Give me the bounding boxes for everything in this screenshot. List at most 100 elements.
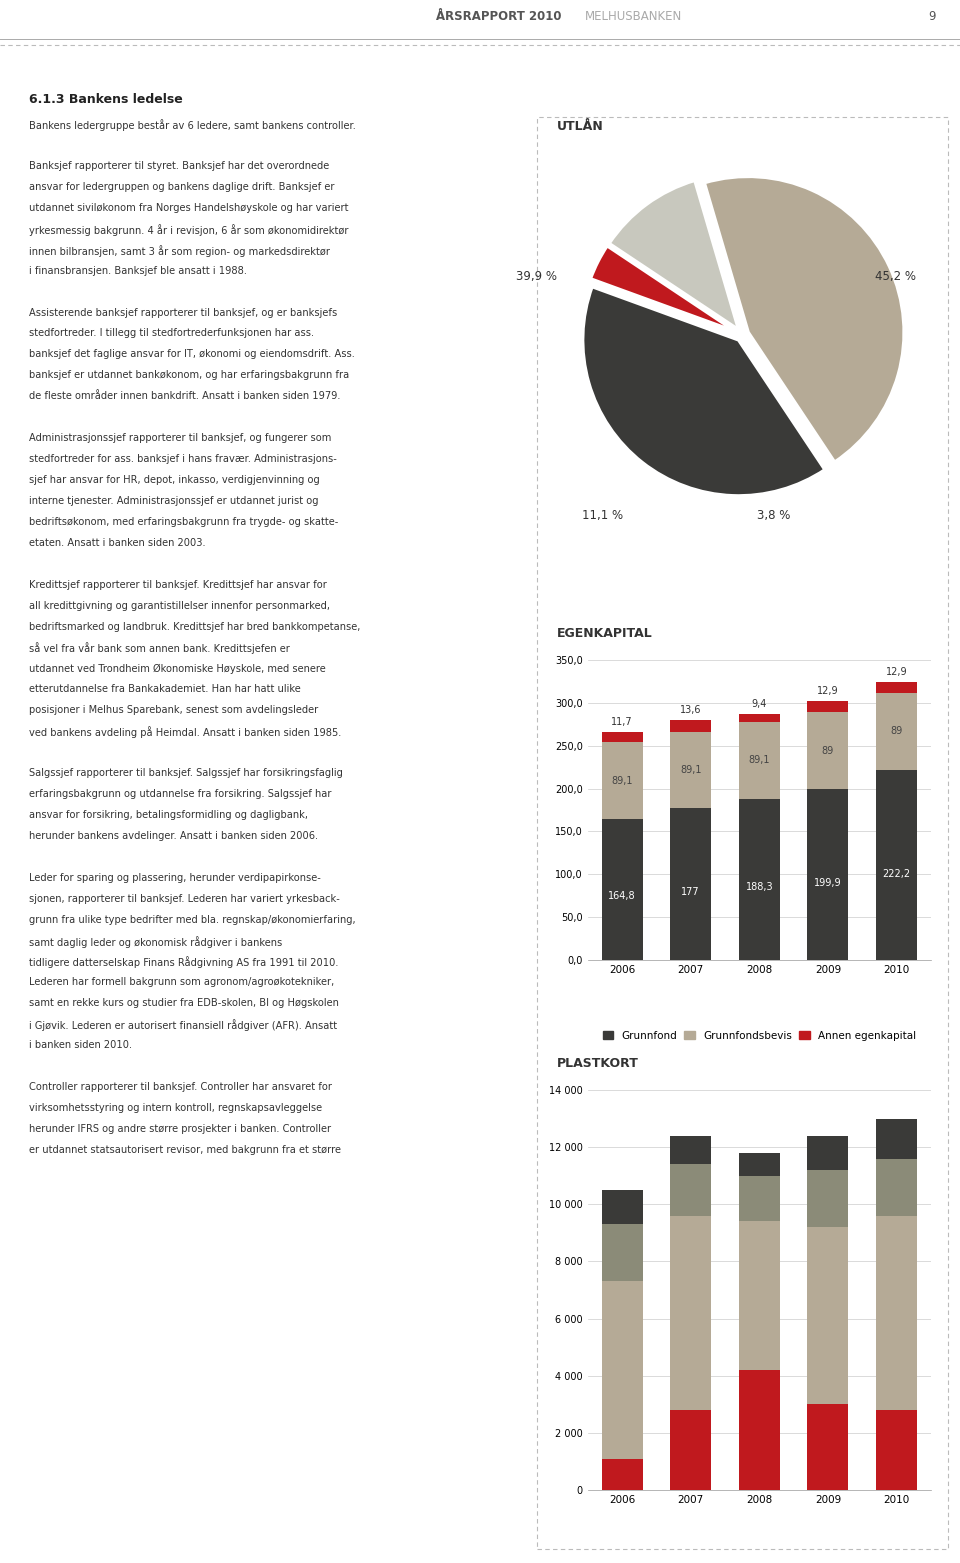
- Text: bedriftsmarked og landbruk. Kredittsjef har bred bankkompetanse,: bedriftsmarked og landbruk. Kredittsjef …: [29, 622, 360, 631]
- Bar: [738, 714, 780, 722]
- Text: 3,8 %: 3,8 %: [757, 510, 790, 522]
- Text: samt en rekke kurs og studier fra EDB-skolen, BI og Høgskolen: samt en rekke kurs og studier fra EDB-sk…: [29, 999, 339, 1008]
- Bar: [738, 1221, 780, 1371]
- Bar: [670, 731, 711, 808]
- Text: Lederen har formell bakgrunn som agronom/agroøkotekniker,: Lederen har formell bakgrunn som agronom…: [29, 977, 334, 988]
- Wedge shape: [583, 286, 825, 495]
- Bar: [670, 1136, 711, 1164]
- Bar: [807, 1404, 849, 1490]
- Text: 11,1 %: 11,1 %: [582, 510, 623, 522]
- Text: 188,3: 188,3: [746, 883, 773, 892]
- Text: utdannet siviløkonom fra Norges Handelshøyskole og har variert: utdannet siviløkonom fra Norges Handelsh…: [29, 203, 348, 213]
- Bar: [670, 1164, 711, 1216]
- Bar: [602, 1458, 642, 1490]
- Bar: [670, 1216, 711, 1410]
- Bar: [738, 1371, 780, 1490]
- Bar: [602, 1189, 642, 1224]
- Text: de fleste områder innen bankdrift. Ansatt i banken siden 1979.: de fleste områder innen bankdrift. Ansat…: [29, 391, 340, 402]
- Text: ansvar for forsikring, betalingsformidling og dagligbank,: ansvar for forsikring, betalingsformidli…: [29, 810, 308, 821]
- Text: ansvar for ledergruppen og bankens daglige drift. Banksjef er: ansvar for ledergruppen og bankens dagli…: [29, 181, 334, 192]
- Text: 89: 89: [890, 727, 902, 736]
- Text: utdannet ved Trondheim Økonomiske Høyskole, med senere: utdannet ved Trondheim Økonomiske Høysko…: [29, 663, 325, 674]
- Text: 177: 177: [682, 886, 700, 897]
- Text: sjef har ansvar for HR, depot, inkasso, verdigjenvinning og: sjef har ansvar for HR, depot, inkasso, …: [29, 475, 320, 485]
- Text: 12,9: 12,9: [817, 686, 839, 696]
- Text: yrkesmessig bakgrunn. 4 år i revisjon, 6 år som økonomidirektør: yrkesmessig bakgrunn. 4 år i revisjon, 6…: [29, 224, 348, 236]
- Text: Banksjef rapporterer til styret. Banksjef har det overordnede: Banksjef rapporterer til styret. Banksje…: [29, 161, 329, 170]
- Bar: [876, 769, 917, 960]
- Text: sjonen, rapporterer til banksjef. Lederen har variert yrkesback-: sjonen, rapporterer til banksjef. Ledere…: [29, 894, 340, 903]
- Bar: [670, 721, 711, 731]
- Text: 12,9: 12,9: [886, 667, 907, 677]
- Bar: [876, 1410, 917, 1490]
- Text: så vel fra vår bank som annen bank. Kredittsjefen er: så vel fra vår bank som annen bank. Kred…: [29, 642, 290, 655]
- Bar: [738, 1153, 780, 1175]
- Text: 222,2: 222,2: [882, 869, 911, 880]
- Bar: [876, 694, 917, 769]
- Wedge shape: [609, 180, 739, 330]
- Text: 199,9: 199,9: [814, 878, 842, 888]
- Text: grunn fra ulike type bedrifter med bla. regnskap/økonomierfaring,: grunn fra ulike type bedrifter med bla. …: [29, 914, 355, 925]
- Text: EGENKAPITAL: EGENKAPITAL: [557, 627, 652, 641]
- Bar: [876, 681, 917, 694]
- Text: stedfortreder for ass. banksjef i hans fravær. Administrasjons-: stedfortreder for ass. banksjef i hans f…: [29, 455, 337, 464]
- Text: 89,1: 89,1: [749, 755, 770, 766]
- Bar: [807, 1171, 849, 1227]
- Legend: Melhus, Trondheim, Skaun, Andre: Melhus, Trondheim, Skaun, Andre: [653, 685, 831, 727]
- Text: 89,1: 89,1: [612, 775, 633, 786]
- Text: Kredittsjef rapporterer til banksjef. Kredittsjef har ansvar for: Kredittsjef rapporterer til banksjef. Kr…: [29, 580, 326, 589]
- Bar: [670, 808, 711, 960]
- Text: banksjef det faglige ansvar for IT, økonomi og eiendomsdrift. Ass.: banksjef det faglige ansvar for IT, økon…: [29, 350, 354, 359]
- Bar: [738, 799, 780, 960]
- Text: 39,9 %: 39,9 %: [516, 270, 558, 283]
- Text: bedriftsøkonom, med erfaringsbakgrunn fra trygde- og skatte-: bedriftsøkonom, med erfaringsbakgrunn fr…: [29, 517, 338, 527]
- Text: i finansbransjen. Banksjef ble ansatt i 1988.: i finansbransjen. Banksjef ble ansatt i …: [29, 266, 247, 275]
- Bar: [807, 702, 849, 713]
- Bar: [807, 1227, 849, 1404]
- Bar: [602, 819, 642, 960]
- Bar: [670, 1410, 711, 1490]
- Text: 89: 89: [822, 746, 834, 755]
- Text: Leder for sparing og plassering, herunder verdipapirkonse-: Leder for sparing og plassering, herunde…: [29, 872, 321, 883]
- Text: 164,8: 164,8: [609, 891, 636, 902]
- Bar: [876, 1158, 917, 1216]
- Text: 89,1: 89,1: [680, 766, 702, 775]
- Text: PLASTKORT: PLASTKORT: [557, 1057, 638, 1071]
- Text: samt daglig leder og økonomisk rådgiver i bankens: samt daglig leder og økonomisk rådgiver …: [29, 936, 282, 947]
- Bar: [807, 713, 849, 789]
- Text: UTLÅN: UTLÅN: [557, 120, 603, 133]
- Text: Administrasjonssjef rapporterer til banksjef, og fungerer som: Administrasjonssjef rapporterer til bank…: [29, 433, 331, 444]
- Text: posisjoner i Melhus Sparebank, senest som avdelingsleder: posisjoner i Melhus Sparebank, senest so…: [29, 705, 318, 716]
- Text: 6.1.3 Bankens ledelse: 6.1.3 Bankens ledelse: [29, 92, 182, 106]
- Text: interne tjenester. Administrasjonssjef er utdannet jurist og: interne tjenester. Administrasjonssjef e…: [29, 495, 319, 506]
- Text: Bankens ledergruppe består av 6 ledere, samt bankens controller.: Bankens ledergruppe består av 6 ledere, …: [29, 119, 355, 131]
- Text: stedfortreder. I tillegg til stedfortrederfunksjonen har ass.: stedfortreder. I tillegg til stedfortred…: [29, 328, 314, 339]
- Bar: [807, 1136, 849, 1171]
- Text: i banken siden 2010.: i banken siden 2010.: [29, 1041, 132, 1050]
- Text: Salgssjef rapporterer til banksjef. Salgssjef har forsikringsfaglig: Salgssjef rapporterer til banksjef. Salg…: [29, 767, 343, 778]
- Text: ÅRSRAPPORT 2010: ÅRSRAPPORT 2010: [437, 9, 562, 23]
- Text: etaten. Ansatt i banken siden 2003.: etaten. Ansatt i banken siden 2003.: [29, 538, 205, 547]
- Wedge shape: [705, 177, 904, 463]
- Text: Controller rapporterer til banksjef. Controller har ansvaret for: Controller rapporterer til banksjef. Con…: [29, 1082, 332, 1093]
- Bar: [602, 1224, 642, 1282]
- Text: 13,6: 13,6: [680, 705, 702, 716]
- Bar: [807, 789, 849, 960]
- Text: herunder IFRS og andre større prosjekter i banken. Controller: herunder IFRS og andre større prosjekter…: [29, 1124, 331, 1135]
- Text: 9: 9: [928, 9, 936, 23]
- Text: ved bankens avdeling på Heimdal. Ansatt i banken siden 1985.: ved bankens avdeling på Heimdal. Ansatt …: [29, 727, 341, 738]
- Text: er utdannet statsautorisert revisor, med bakgrunn fra et større: er utdannet statsautorisert revisor, med…: [29, 1146, 341, 1155]
- Text: 11,7: 11,7: [612, 717, 633, 727]
- Text: banksjef er utdannet bankøkonom, og har erfaringsbakgrunn fra: banksjef er utdannet bankøkonom, og har …: [29, 370, 349, 380]
- Text: MELHUSBANKEN: MELHUSBANKEN: [585, 9, 683, 23]
- Text: innen bilbransjen, samt 3 år som region- og markedsdirektør: innen bilbransjen, samt 3 år som region-…: [29, 245, 330, 256]
- Text: all kredittgivning og garantistillelser innenfor personmarked,: all kredittgivning og garantistillelser …: [29, 600, 330, 611]
- Bar: [876, 1119, 917, 1158]
- Legend: Grunnfond, Grunnfondsbevis, Annen egenkapital: Grunnfond, Grunnfondsbevis, Annen egenka…: [598, 1027, 921, 1044]
- Text: erfaringsbakgrunn og utdannelse fra forsikring. Salgssjef har: erfaringsbakgrunn og utdannelse fra fors…: [29, 789, 331, 799]
- Text: 45,2 %: 45,2 %: [876, 270, 916, 283]
- Bar: [876, 1216, 917, 1410]
- Bar: [602, 1282, 642, 1458]
- Text: virksomhetsstyring og intern kontroll, regnskapsavleggelse: virksomhetsstyring og intern kontroll, r…: [29, 1103, 322, 1113]
- Bar: [602, 733, 642, 742]
